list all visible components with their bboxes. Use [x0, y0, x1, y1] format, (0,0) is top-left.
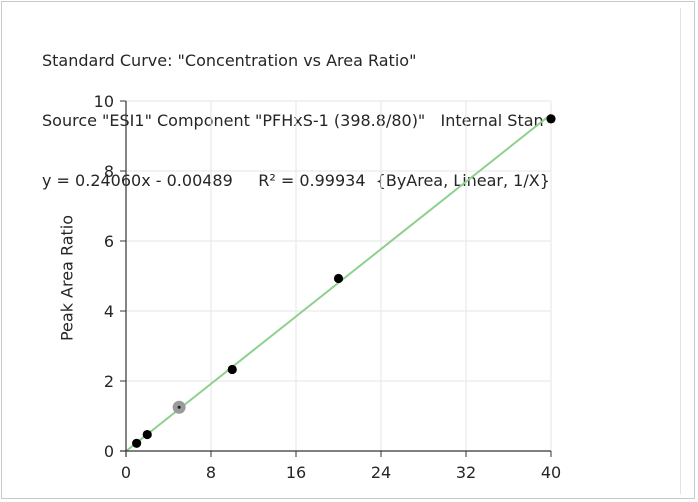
data-point: [132, 438, 142, 448]
x-tick: 24: [371, 463, 391, 482]
y-tick-label: 10: [94, 92, 114, 111]
chart-header: Standard Curve: "Concentration vs Area R…: [42, 11, 550, 211]
x-tick-label: 40: [541, 463, 561, 482]
x-tick-label: 32: [456, 463, 476, 482]
x-tick-label: 8: [206, 463, 216, 482]
data-point: [227, 364, 237, 375]
data-point: [142, 429, 152, 440]
regression-equation: y = 0.24060x - 0.00489 R² = 0.99934 {ByA…: [42, 171, 550, 190]
y-tick: 4: [104, 302, 114, 321]
y-tick-label: 2: [104, 372, 114, 391]
highlighted-point-center: [177, 405, 181, 409]
x-tick: 16: [286, 463, 306, 482]
x-tick-label: 24: [371, 463, 391, 482]
y-tick: 0: [104, 442, 114, 461]
y-tick-label: 8: [104, 162, 114, 181]
panel-divider: [680, 8, 681, 494]
axes: [120, 101, 551, 457]
data-point: [333, 273, 344, 284]
x-tick: 32: [456, 463, 476, 482]
grid-lines: [126, 100, 552, 451]
x-tick-label: 16: [286, 463, 306, 482]
y-tick: 8: [104, 162, 114, 181]
x-tick-label: 0: [121, 463, 131, 482]
chart-source: Source "ESI1" Component "PFHxS-1 (398.8/…: [42, 111, 544, 130]
x-tick: 40: [541, 463, 561, 482]
y-axis-label: Peak Area Ratio: [58, 215, 77, 341]
y-tick-label: 6: [104, 232, 114, 251]
x-tick: 8: [206, 463, 216, 482]
chart-title: Standard Curve: "Concentration vs Area R…: [42, 51, 417, 70]
data-points: [132, 114, 556, 448]
y-tick-label: 0: [104, 442, 114, 461]
data-point: [546, 114, 556, 124]
y-tick: 10: [94, 92, 114, 111]
y-tick: 2: [104, 372, 114, 391]
x-tick: 0: [121, 463, 131, 482]
y-tick-label: 4: [104, 302, 114, 321]
y-tick: 6: [104, 232, 114, 251]
